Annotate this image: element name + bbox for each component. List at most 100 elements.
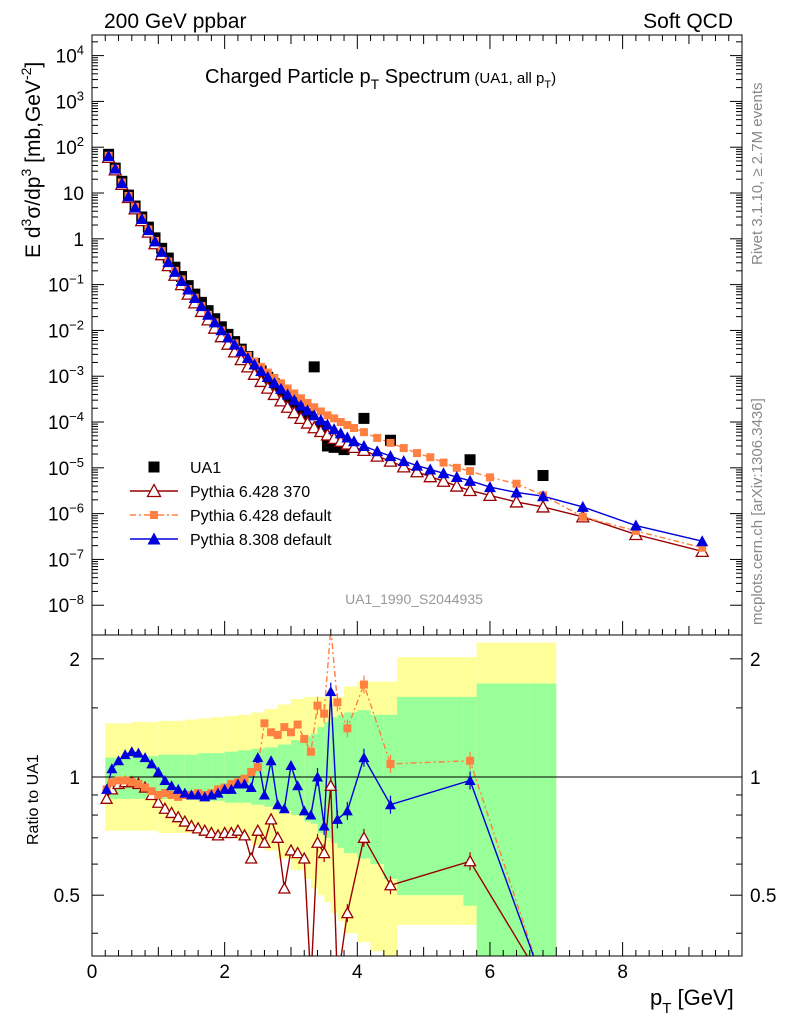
ratio-tick-label-right: 1 [750, 768, 761, 789]
data-point [168, 265, 181, 277]
ratio-point [159, 774, 171, 785]
data-point [437, 467, 450, 479]
data-point [321, 418, 334, 430]
data-point [109, 162, 122, 174]
ratio-point [291, 846, 305, 859]
ratio-point [300, 734, 309, 743]
data-point [208, 316, 221, 328]
y-tick-label: 10−5 [48, 455, 84, 480]
spectrum-series [101, 148, 710, 558]
data-point [631, 526, 640, 535]
data-point [296, 394, 305, 403]
y-tick-label: 10−8 [48, 592, 84, 617]
ratio-point [463, 854, 477, 867]
data-point [290, 389, 299, 398]
ratio-point [126, 746, 138, 757]
ratio-point [278, 803, 290, 814]
data-point [221, 331, 234, 343]
ratio-point [357, 830, 371, 843]
data-point [537, 490, 550, 502]
x-tick-label: 4 [352, 962, 363, 983]
ratio-point [119, 749, 131, 760]
data-point [149, 235, 162, 247]
legend: UA1 Pythia 6.428 370 Pythia 6.428 default P… [130, 460, 332, 549]
data-point [386, 438, 395, 447]
data-point [215, 324, 228, 336]
ratio-point [244, 851, 258, 864]
ratio-point [252, 752, 264, 763]
band-inner [304, 736, 311, 822]
ratio-point [260, 719, 269, 728]
data-point [235, 345, 248, 357]
ratio-point [166, 780, 178, 791]
y-tick-label: 102 [56, 134, 84, 159]
ratio-axis-label: Ratio to UA1 [25, 754, 42, 845]
legend-label: Pythia 6.428 default [190, 508, 332, 525]
data-point [308, 361, 320, 373]
ratio-point [245, 782, 257, 793]
x-axis-label: pT [GeV] [650, 985, 734, 1017]
y-tick-label: 10−7 [48, 546, 84, 571]
ratio-point [271, 830, 285, 843]
data-point [537, 469, 549, 481]
band-inner [277, 744, 291, 811]
data-point [328, 423, 341, 435]
ratio-point [297, 851, 311, 864]
x-tick-label: 0 [87, 962, 98, 983]
ratio-point [277, 881, 291, 894]
ratio-point [341, 805, 353, 816]
ratio-panel-frame [91, 634, 743, 957]
data-point [411, 459, 423, 471]
data-point [228, 338, 241, 350]
data-point [357, 439, 370, 451]
ratio-point [164, 806, 179, 819]
y-axis-label: E d3σ/dp3 [mb,GeV-2] [18, 62, 45, 258]
data-point [303, 399, 312, 408]
ratio-point [280, 723, 289, 732]
data-point [321, 440, 333, 452]
data-point [267, 387, 282, 401]
ratio-point [310, 835, 325, 848]
plot-title: Charged Particle pT Spectrum (UA1, all pT… [205, 66, 556, 92]
band-inner [344, 712, 358, 854]
ratio-point [264, 812, 278, 825]
ratio-point [99, 791, 114, 804]
data-point [275, 382, 288, 394]
y-tick-label: 103 [56, 88, 84, 113]
band-inner [370, 714, 384, 865]
y-tick-label: 1 [73, 230, 84, 251]
ratio-point [198, 823, 212, 836]
data-point [698, 543, 707, 552]
ratio-point [191, 821, 205, 834]
data-point [330, 414, 339, 423]
data-point [307, 420, 322, 434]
legend-label: Pythia 6.428 370 [190, 484, 310, 501]
ratio-point [317, 846, 331, 859]
ratio-point [325, 686, 337, 697]
data-point [576, 500, 589, 512]
data-point [359, 428, 368, 437]
ratio-point [107, 778, 116, 787]
y-tick-label: 10−1 [48, 272, 84, 297]
legend-marker [150, 511, 158, 519]
data-point [399, 444, 408, 453]
data-point [273, 393, 289, 407]
data-point [578, 512, 587, 521]
data-point [483, 481, 496, 493]
ratio-point [178, 814, 192, 827]
band-inner [337, 714, 345, 848]
data-point [347, 435, 360, 447]
ratio-point [192, 789, 204, 800]
ratio-point [331, 813, 343, 824]
legend-label: UA1 [190, 460, 221, 477]
data-point [310, 403, 319, 412]
data-point [182, 283, 195, 295]
data-point [346, 439, 362, 453]
data-point [358, 412, 370, 424]
y-tick-label: 10−6 [48, 501, 84, 526]
data-point [314, 414, 327, 426]
ratio-point [114, 776, 123, 785]
data-point [439, 458, 448, 467]
data-point [241, 351, 254, 363]
